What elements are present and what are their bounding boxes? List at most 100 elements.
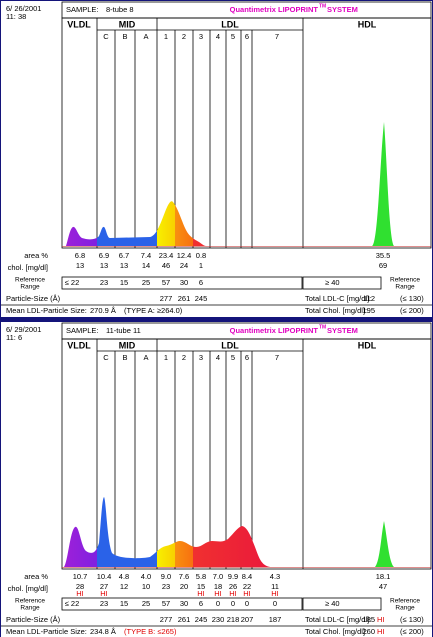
reference-value: 25 <box>142 278 150 287</box>
chol-value: 13 <box>120 261 128 270</box>
fraction-label: MID <box>119 340 136 350</box>
row-label: chol. [mg/dl] <box>8 584 48 593</box>
reference-value: 30 <box>180 599 188 608</box>
total-value: 260 <box>362 627 375 636</box>
particle-size: 207 <box>241 615 254 624</box>
fraction-label: VLDL <box>67 340 91 350</box>
area-value: 4.0 <box>141 572 151 581</box>
electrophoresis-profile <box>375 521 394 567</box>
particle-size: 261 <box>178 615 191 624</box>
chol-value: 1 <box>199 261 203 270</box>
area-value: 10.4 <box>97 572 112 581</box>
chol-value: 14 <box>142 261 150 270</box>
reference-hdl: ≥ 40 <box>325 278 340 287</box>
area-value: 6.9 <box>99 251 109 260</box>
total-value: 185 <box>362 615 375 624</box>
brand-suffix: SYSTEM <box>327 5 358 14</box>
reference-value: 57 <box>162 599 170 608</box>
mean-type: (TYPE B: ≤265) <box>124 627 177 636</box>
reference-value: ≤ 22 <box>65 278 80 287</box>
subfraction-label: A <box>143 32 148 41</box>
total-label: Total Chol. [mg/dl]: <box>305 306 367 315</box>
subfraction-label: B <box>122 32 127 41</box>
area-value: 4.3 <box>270 572 280 581</box>
reference-value: 15 <box>120 599 128 608</box>
row-label: area % <box>24 572 48 581</box>
chol-value: 15 <box>197 582 205 591</box>
time: 11: 38 <box>6 12 26 21</box>
reference-value: 6 <box>199 278 203 287</box>
mean-label: Mean LDL-Particle Size: <box>6 627 87 636</box>
reference-value: 23 <box>100 599 108 608</box>
reference-value: 6 <box>199 599 203 608</box>
reference-box-hdl <box>302 597 382 611</box>
particle-size: 230 <box>212 615 225 624</box>
chol-value: 22 <box>243 582 251 591</box>
subfraction-label: 6 <box>245 353 249 362</box>
row-label: Reference Range <box>15 276 45 290</box>
subfraction-label: 5 <box>231 353 235 362</box>
subfraction-label: C <box>103 32 109 41</box>
area-value: 0.8 <box>196 251 206 260</box>
reference-value: 15 <box>120 278 128 287</box>
date: 6/ 29/2001 <box>6 325 41 334</box>
total-label: Total Chol. [mg/dl]: <box>305 627 367 636</box>
chol-value: 18 <box>214 582 222 591</box>
chol-value: 24 <box>180 261 188 270</box>
total-value: 112 <box>363 294 375 303</box>
area-value: 12.4 <box>177 251 192 260</box>
area-value: 7.4 <box>141 251 151 260</box>
reference-value: 57 <box>162 278 170 287</box>
chol-value: 10 <box>142 582 150 591</box>
chol-value: 12 <box>120 582 128 591</box>
chol-flag: HI <box>243 589 251 598</box>
panel-background <box>1 322 432 637</box>
subfraction-label: 2 <box>182 353 186 362</box>
electrophoresis-profile <box>372 122 394 246</box>
area-hdl: 18.1 <box>376 572 391 581</box>
row-label: Reference Range <box>390 597 420 611</box>
fraction-label: MID <box>119 19 136 29</box>
subfraction-label: B <box>122 353 127 362</box>
particle-size: 261 <box>178 294 191 303</box>
subfraction-label: 4 <box>216 353 220 362</box>
chol-value: 28 <box>76 582 84 591</box>
mean-value: 270.9 Å <box>90 306 116 315</box>
row-label: Reference Range <box>15 597 45 611</box>
total-range: (≤ 130) <box>400 615 424 624</box>
reference-hdl: ≥ 40 <box>325 599 340 608</box>
time: 11: 6 <box>6 333 22 342</box>
subfraction-label: 1 <box>164 32 168 41</box>
chol-hdl: 47 <box>379 582 387 591</box>
total-range: (≤ 200) <box>400 306 424 315</box>
subfraction-label: 7 <box>275 32 279 41</box>
reference-box-hdl <box>302 276 382 290</box>
area-value: 9.9 <box>228 572 238 581</box>
chart-box <box>61 17 432 249</box>
brand-tm: TM <box>319 3 326 9</box>
row-label: chol. [mg/dl] <box>8 263 48 272</box>
subfraction-label: C <box>103 353 109 362</box>
date: 6/ 26/2001 <box>6 4 41 13</box>
area-value: 8.4 <box>242 572 252 581</box>
chol-value: 26 <box>229 582 237 591</box>
area-hdl: 35.5 <box>376 251 391 260</box>
fraction-label: LDL <box>221 340 239 350</box>
total-range: (≤ 200) <box>400 627 424 636</box>
row-label: Reference Range <box>390 276 420 290</box>
chol-value: 20 <box>180 582 188 591</box>
subfraction-label: 1 <box>164 353 168 362</box>
particle-size: 218 <box>227 615 240 624</box>
chart-box <box>61 338 432 570</box>
row-label: area % <box>24 251 48 260</box>
chol-flag: HI <box>229 589 237 598</box>
chol-flag: HI <box>214 589 222 598</box>
brand: Quantimetrix LIPOPRINT <box>230 5 319 14</box>
area-value: 6.8 <box>75 251 85 260</box>
total-range: (≤ 130) <box>400 294 424 303</box>
row-label: Particle-Size (Å) <box>6 294 61 303</box>
area-value: 9.0 <box>161 572 171 581</box>
